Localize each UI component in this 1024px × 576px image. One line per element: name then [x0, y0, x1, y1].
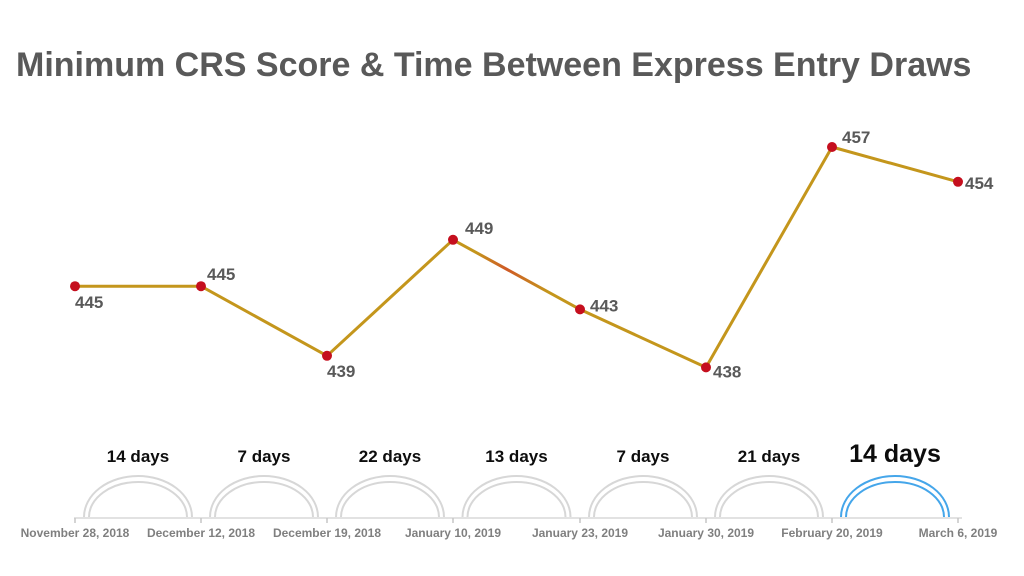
score-line-segment: [704, 145, 834, 369]
interval-label: 7 days: [238, 447, 291, 466]
x-axis-date-label: December 19, 2018: [273, 526, 381, 540]
interval-arc-inner: [719, 481, 819, 518]
interval-arc-outer: [588, 475, 698, 518]
interval-label: 21 days: [738, 447, 800, 466]
interval-arc-inner: [214, 481, 314, 518]
x-axis-date-label: January 30, 2019: [658, 526, 754, 540]
score-point: [701, 362, 711, 373]
interval-arc-outer: [83, 475, 193, 518]
score-point: [953, 176, 963, 187]
score-line-segment: [325, 238, 455, 358]
interval-arc-outer: [335, 475, 445, 518]
score-point: [448, 234, 458, 245]
score-point-label: 457: [842, 128, 870, 147]
x-axis-date-label: January 23, 2019: [532, 526, 628, 540]
score-point-label: 439: [327, 362, 355, 381]
interval-arc-outer: [714, 475, 824, 518]
interval-arc-outer: [840, 475, 950, 518]
score-point-label: 438: [713, 362, 741, 381]
score-point-label: 443: [590, 296, 618, 315]
score-point: [196, 281, 206, 292]
interval-arc-inner: [88, 481, 188, 518]
score-point-label: 445: [207, 265, 235, 284]
score-line-segment: [578, 307, 708, 369]
score-line-segment: [451, 238, 582, 311]
score-point: [827, 142, 837, 152]
x-axis-date-label: December 12, 2018: [147, 526, 255, 540]
score-point-label: 445: [75, 293, 103, 312]
score-point: [322, 350, 332, 361]
score-point-label: 449: [465, 219, 493, 238]
x-axis-date-label: March 6, 2019: [919, 526, 998, 540]
interval-arc-outer: [209, 475, 319, 518]
x-axis-date-label: January 10, 2019: [405, 526, 501, 540]
interval-arc-inner: [845, 481, 945, 518]
interval-arc-inner: [340, 481, 440, 518]
interval-label: 22 days: [359, 447, 421, 466]
score-point: [70, 281, 80, 292]
interval-arc-inner: [466, 481, 567, 518]
chart-title: Minimum CRS Score & Time Between Express…: [16, 46, 972, 84]
score-point: [575, 304, 585, 315]
interval-arc-inner: [593, 481, 693, 518]
interval-label: 14 days: [107, 447, 169, 466]
score-point-label: 454: [965, 174, 994, 193]
x-axis-date-label: February 20, 2019: [781, 526, 883, 540]
x-axis-date-label: November 28, 2018: [21, 526, 130, 540]
score-line-segment: [830, 145, 960, 184]
interval-label: 13 days: [485, 447, 547, 466]
score-line-segment: [199, 284, 329, 358]
interval-label: 7 days: [617, 447, 670, 466]
interval-arc-outer: [461, 475, 572, 518]
interval-label: 14 days: [849, 440, 941, 468]
